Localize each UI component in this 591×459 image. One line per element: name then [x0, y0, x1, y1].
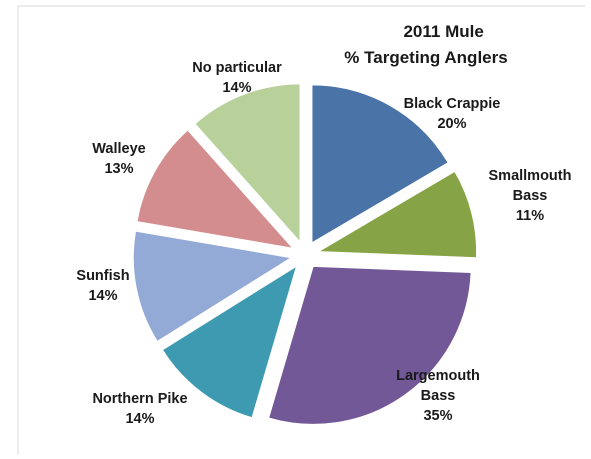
slice-label-northern-pike: Northern Pike 14% — [92, 391, 187, 427]
slice-label-black-crappie: Black Crappie 20% — [404, 96, 501, 132]
slice-label-line: Sunfish — [76, 268, 129, 284]
pie-slice-northern-pike — [161, 265, 298, 419]
slice-label-line: Walleye — [92, 141, 145, 157]
slice-label-line: Bass — [421, 388, 456, 404]
pie-slice-sunfish — [132, 230, 293, 343]
slice-label-smallmouth-bass: Smallmouth Bass 11% — [489, 168, 572, 224]
chart-title-line-1: 2011 Mule — [403, 22, 483, 41]
slice-label-line: Largemouth — [396, 368, 480, 384]
chart-title: 2011 Mule % Targeting Anglers — [344, 22, 507, 67]
slice-label-line: 14% — [88, 288, 117, 304]
slice-label-line: Smallmouth — [489, 168, 572, 184]
slice-label-line: 13% — [104, 161, 133, 177]
slice-label-largemouth-bass: Largemouth Bass 35% — [396, 368, 480, 424]
pie-slice-largemouth-bass — [268, 265, 472, 425]
slice-label-line: No particular — [192, 60, 282, 76]
slice-label-line: 14% — [222, 80, 251, 96]
chart-border — [17, 5, 585, 455]
pie-labels: Black Crappie 20% Smallmouth Bass 11% Largemo… — [76, 60, 571, 427]
pie-slices — [132, 83, 478, 425]
pie-slice-black-crappie — [311, 84, 449, 244]
slice-label-sunfish: Sunfish 14% — [76, 268, 129, 304]
chart-title-line-2: % Targeting Anglers — [344, 48, 507, 67]
pie-slice-walleye — [136, 129, 295, 249]
slice-label-no-particular: No particular 14% — [192, 60, 282, 96]
pie-slice-no-particular — [194, 83, 301, 244]
slice-label-line: 14% — [125, 411, 154, 427]
slice-label-line: Black Crappie — [404, 96, 501, 112]
slice-label-line: 35% — [423, 408, 452, 424]
slice-label-line: Bass — [513, 188, 548, 204]
pie-slice-smallmouth-bass — [316, 170, 478, 259]
slice-label-line: Northern Pike — [92, 391, 187, 407]
slice-label-line: 20% — [437, 116, 466, 132]
slice-label-line: 11% — [516, 208, 544, 224]
slice-label-walleye: Walleye 13% — [92, 141, 145, 177]
